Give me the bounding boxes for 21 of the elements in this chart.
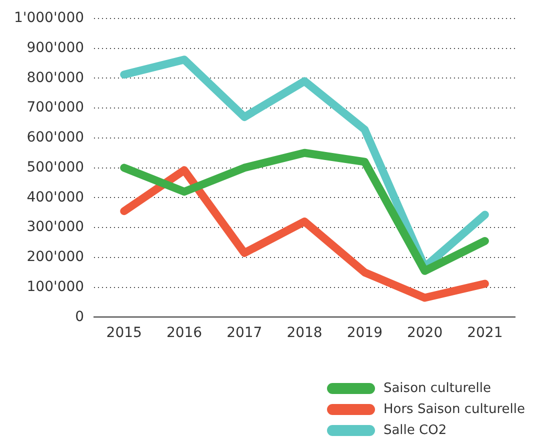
y-tick-label: 400'000 xyxy=(26,189,84,206)
y-tick-label: 500'000 xyxy=(26,159,84,176)
y-tick-label: 900'000 xyxy=(26,40,84,56)
x-tick-label: 2020 xyxy=(406,325,443,342)
x-tick-label: 2019 xyxy=(346,325,382,342)
x-tick-label: 2018 xyxy=(286,325,322,342)
y-tick-label: 700'000 xyxy=(26,100,84,116)
y-tick-label: 200'000 xyxy=(26,249,84,266)
x-tick-label: 2015 xyxy=(106,325,142,342)
x-tick-label: 2017 xyxy=(226,325,262,342)
x-tick-label: 2021 xyxy=(467,325,503,342)
y-tick-label: 1'000'000 xyxy=(14,10,84,26)
legend-label: Hors Saison culturelle xyxy=(383,402,525,417)
y-tick-label: 0 xyxy=(75,308,84,325)
y-tick-label: 800'000 xyxy=(26,70,84,86)
y-tick-label: 600'000 xyxy=(26,130,84,146)
y-tick-label: 100'000 xyxy=(26,278,84,295)
x-tick-label: 2016 xyxy=(166,325,202,342)
legend-label: Saison culturelle xyxy=(383,381,492,396)
y-tick-label: 300'000 xyxy=(26,219,84,236)
legend-label: Salle CO2 xyxy=(383,423,447,438)
